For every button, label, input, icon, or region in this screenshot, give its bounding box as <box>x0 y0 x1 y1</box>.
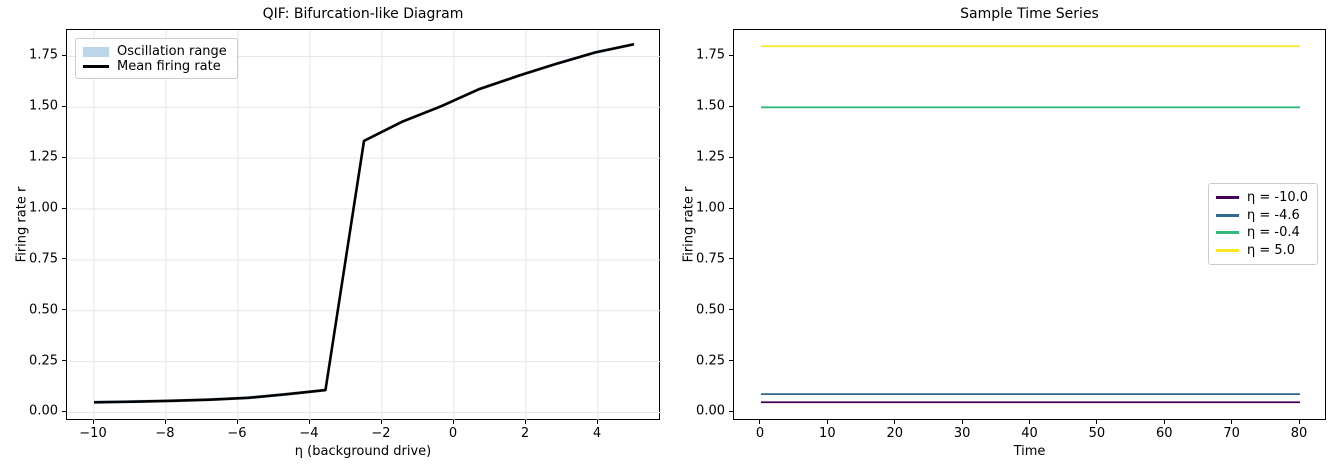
x-tick-mark <box>1163 420 1165 424</box>
legend-line-swatch <box>1216 196 1239 200</box>
x-tick-label: −10 <box>79 426 107 441</box>
legend-item-label: η = 5.0 <box>1247 242 1296 258</box>
legend-line-swatch <box>1216 248 1239 252</box>
x-tick-label: 4 <box>592 426 602 441</box>
x-tick-mark <box>826 420 828 424</box>
y-tick-mark <box>729 410 733 412</box>
x-tick-label: 70 <box>1223 426 1240 441</box>
y-tick-label: 0.75 <box>696 251 725 267</box>
left-plot-xlabel: η (background drive) <box>294 444 432 459</box>
y-tick-label: 1.75 <box>29 47 58 63</box>
x-tick-mark <box>961 420 963 424</box>
x-tick-label: −4 <box>299 426 319 441</box>
x-tick-mark <box>1231 420 1233 424</box>
x-tick-mark <box>524 420 526 424</box>
x-tick-label: 80 <box>1290 426 1308 441</box>
x-tick-label: 40 <box>1021 426 1038 441</box>
y-tick-label: 1.00 <box>29 200 58 216</box>
y-tick-mark <box>62 258 66 260</box>
legend-item-label: Mean firing rate <box>117 59 221 74</box>
y-tick-mark <box>62 105 66 107</box>
x-tick-label: 0 <box>448 426 458 441</box>
y-tick-label: 0.75 <box>29 251 58 267</box>
series-line <box>93 42 635 404</box>
legend-item: Mean firing rate <box>83 59 228 74</box>
legend-line-swatch <box>83 65 109 68</box>
legend-item-label: η = -4.6 <box>1247 207 1300 223</box>
right-plot-xlabel: Time <box>1013 444 1046 459</box>
x-tick-mark <box>596 420 598 424</box>
y-tick-mark <box>62 156 66 158</box>
x-tick-label: 0 <box>755 426 765 441</box>
x-tick-label: 2 <box>520 426 530 441</box>
x-tick-mark <box>92 420 94 424</box>
x-tick-label: 60 <box>1155 426 1173 441</box>
legend-item-label: η = -0.4 <box>1247 225 1300 241</box>
y-tick-mark <box>729 207 733 209</box>
left-plot-title: QIF: Bifurcation-like Diagram <box>262 6 464 22</box>
y-tick-mark <box>62 54 66 56</box>
y-tick-label: 0.50 <box>29 302 58 318</box>
y-tick-mark <box>729 105 733 107</box>
y-tick-label: 1.25 <box>29 149 58 165</box>
y-tick-label: 0.50 <box>696 302 725 318</box>
x-tick-mark <box>1029 420 1030 424</box>
x-tick-mark <box>894 420 896 424</box>
y-tick-mark <box>62 360 66 362</box>
oscillation-range-band <box>94 42 634 404</box>
y-tick-mark <box>729 258 733 260</box>
y-tick-label: 0.00 <box>696 403 725 419</box>
legend-item: η = -4.6 <box>1216 208 1308 223</box>
y-tick-label: 0.00 <box>29 403 58 419</box>
legend-line-swatch <box>1216 213 1239 217</box>
y-tick-mark <box>729 54 733 56</box>
legend-item: η = 5.0 <box>1216 243 1308 258</box>
y-tick-mark <box>62 410 66 412</box>
x-tick-mark <box>308 420 310 424</box>
x-tick-label: −8 <box>155 426 175 441</box>
y-tick-label: 0.25 <box>696 353 725 369</box>
y-tick-mark <box>729 360 733 362</box>
x-tick-mark <box>1096 420 1098 424</box>
y-tick-label: 1.75 <box>696 47 725 63</box>
y-tick-label: 1.50 <box>696 98 725 114</box>
y-tick-mark <box>729 156 733 158</box>
legend-line-swatch <box>1216 231 1239 235</box>
x-tick-mark <box>452 420 454 424</box>
x-tick-label: 10 <box>819 426 836 441</box>
x-tick-mark <box>236 420 238 424</box>
x-tick-mark <box>164 420 166 424</box>
y-tick-mark <box>62 309 66 311</box>
x-tick-label: 50 <box>1088 426 1106 441</box>
x-tick-mark <box>759 420 761 424</box>
right-plot-title: Sample Time Series <box>960 6 1099 22</box>
x-tick-label: −2 <box>371 426 391 441</box>
x-tick-mark <box>380 420 382 424</box>
y-tick-label: 1.25 <box>696 149 725 165</box>
y-tick-mark <box>729 309 733 311</box>
x-tick-mark <box>1298 420 1300 424</box>
legend-item: Oscillation range <box>83 44 228 59</box>
left-plot-surface <box>67 30 661 421</box>
right-plot-legend: η = -10.0 η = -4.6 η = -0.4 η = 5.0 <box>1208 183 1318 265</box>
right-plot-surface <box>760 45 1301 404</box>
y-tick-label: 1.50 <box>29 98 58 114</box>
legend-item-label: Oscillation range <box>117 44 227 59</box>
left-plot-legend: Oscillation range Mean firing rate <box>75 38 238 79</box>
x-tick-label: −6 <box>227 426 247 441</box>
legend-item: η = -0.4 <box>1216 225 1308 240</box>
legend-item-label: η = -10.0 <box>1247 190 1309 206</box>
y-tick-label: 1.00 <box>696 200 725 216</box>
legend-item: η = -10.0 <box>1216 190 1308 205</box>
y-tick-mark <box>62 207 66 209</box>
left-plot-axes <box>66 29 661 421</box>
x-tick-label: 30 <box>953 426 971 441</box>
y-tick-label: 0.25 <box>29 353 58 369</box>
x-tick-label: 20 <box>886 426 903 441</box>
legend-patch-swatch <box>83 46 109 57</box>
